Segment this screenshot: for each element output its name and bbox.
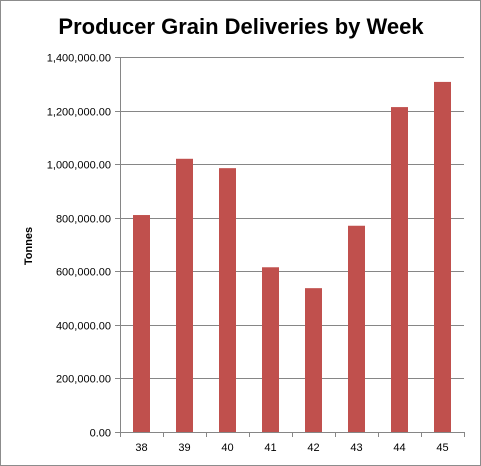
bar-week-40 <box>219 168 236 433</box>
bar-week-43 <box>348 225 365 432</box>
bars <box>133 81 451 433</box>
y-axis-title: Tonnes <box>23 227 35 265</box>
y-tick-label: 600,000.00 <box>56 267 111 279</box>
y-tick-labels: 0.00 200,000.00 400,000.00 600,000.00 800,00… <box>47 53 111 440</box>
x-tick-label: 38 <box>135 442 147 454</box>
x-tick-label: 39 <box>178 442 190 454</box>
bar-week-38 <box>133 215 150 432</box>
y-tick-label: 1,400,000.00 <box>47 53 111 65</box>
bar-week-44 <box>391 107 408 432</box>
bar-week-45 <box>434 81 451 433</box>
y-tick-label: 800,000.00 <box>56 214 111 226</box>
bar-week-41 <box>262 267 279 432</box>
x-tick-label: 44 <box>393 442 405 454</box>
bar-week-39 <box>176 158 193 433</box>
x-tick-label: 43 <box>350 442 362 454</box>
y-tick-label: 1,200,000.00 <box>47 107 111 119</box>
y-tick-label: 0.00 <box>90 428 111 440</box>
y-tick-label: 1,000,000.00 <box>47 160 111 172</box>
x-tick-label: 42 <box>307 442 319 454</box>
chart-title: Producer Grain Deliveries by Week <box>58 14 424 39</box>
x-tick-label: 41 <box>264 442 276 454</box>
gridlines <box>120 57 464 379</box>
bar-week-42 <box>305 288 322 432</box>
axes <box>115 57 465 437</box>
x-tick-label: 45 <box>436 442 448 454</box>
x-tick-labels: 38 39 40 41 42 43 44 45 <box>135 442 448 454</box>
x-tick-label: 40 <box>221 442 233 454</box>
y-tick-label: 400,000.00 <box>56 321 111 333</box>
y-tick-label: 200,000.00 <box>56 374 111 386</box>
